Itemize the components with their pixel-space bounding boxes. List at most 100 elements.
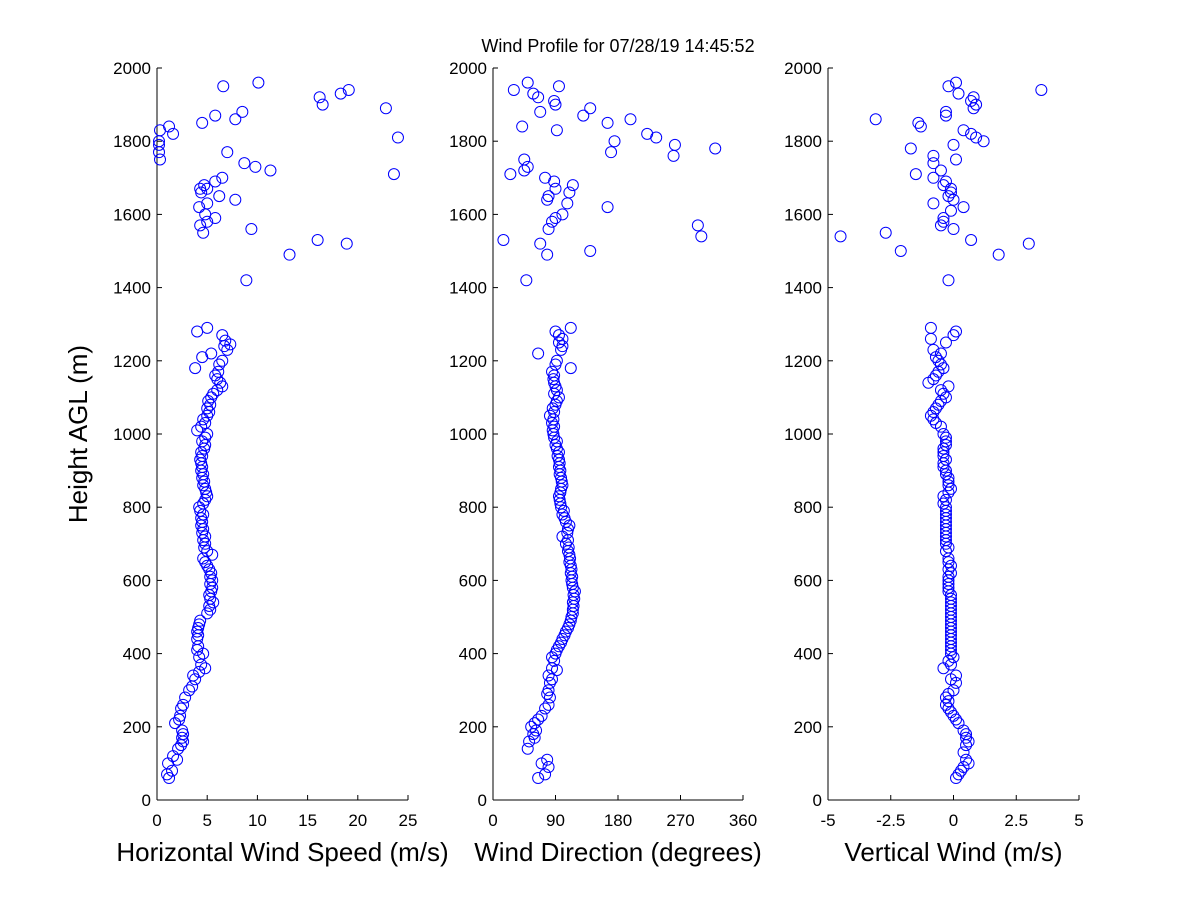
data-point: [927, 197, 940, 210]
data-point: [939, 508, 952, 521]
data-point: [191, 424, 204, 437]
data-point: [201, 215, 214, 228]
data-point: [547, 373, 560, 386]
data-point: [879, 226, 892, 239]
data-point: [521, 742, 534, 755]
data-point: [532, 713, 545, 726]
data-point: [552, 336, 565, 349]
panel-horizontal-wind-speed: 0 200 400 600 800 1000 1200 1400 1600 1800 2000 0 5 1…: [63, 59, 449, 867]
data-point: [217, 80, 230, 93]
data-point: [542, 669, 555, 682]
data-point: [624, 113, 637, 126]
data-point: [557, 504, 570, 517]
data-point: [942, 578, 955, 591]
data-point: [546, 365, 559, 378]
data-point: [532, 772, 545, 785]
x-tick-label: 5: [1074, 811, 1083, 830]
data-point: [189, 362, 202, 375]
data-point: [245, 223, 258, 236]
x-axis-label: Horizontal Wind Speed (m/s): [116, 837, 448, 867]
data-point: [504, 168, 517, 181]
data-point: [960, 753, 973, 766]
data-point: [556, 479, 569, 492]
data-point: [216, 329, 229, 342]
data-point: [894, 245, 907, 257]
data-point: [209, 369, 222, 382]
data-point: [577, 109, 590, 122]
data-point: [539, 702, 552, 715]
data-point: [252, 76, 265, 89]
data-point: [563, 186, 576, 199]
data-point: [541, 753, 554, 766]
y-tick-label: 1400: [113, 279, 151, 298]
data-point: [932, 354, 945, 367]
data-point: [201, 402, 214, 415]
y-tick-label: 0: [813, 791, 822, 810]
data-point: [992, 248, 1005, 261]
data-point: [311, 234, 324, 247]
y-tick-label: 600: [459, 571, 487, 590]
data-point: [201, 321, 214, 334]
data-point: [516, 120, 529, 133]
data-point: [944, 592, 957, 605]
data-point: [229, 193, 242, 206]
y-tick-label: 800: [459, 498, 487, 517]
data-point: [183, 684, 196, 697]
data-point: [962, 757, 975, 770]
y-tick-label: 1400: [449, 279, 487, 298]
data-point: [977, 135, 990, 148]
data-point: [937, 446, 950, 459]
data-point: [213, 190, 226, 203]
data-point: [914, 120, 927, 133]
data-point: [549, 212, 562, 225]
data-point: [542, 223, 555, 236]
data-point: [965, 234, 978, 247]
x-axis-label: Vertical Wind (m/s): [844, 837, 1062, 867]
data-point: [939, 105, 952, 118]
data-point: [550, 664, 563, 677]
x-tick-label: 10: [248, 811, 267, 830]
data-point: [229, 113, 242, 126]
data-point: [391, 131, 404, 144]
data-point: [942, 695, 955, 708]
data-point: [947, 684, 960, 697]
data-point: [520, 274, 533, 287]
data-point: [264, 164, 277, 177]
data-point: [154, 153, 167, 166]
x-tick-label: 15: [298, 811, 317, 830]
data-point: [950, 669, 963, 682]
data-point: [546, 215, 559, 228]
data-point: [937, 497, 950, 510]
data-point: [939, 691, 952, 704]
x-tick-label: 25: [399, 811, 418, 830]
data-point: [342, 83, 355, 96]
data-point: [834, 230, 847, 243]
data-point: [957, 201, 970, 214]
data-point: [937, 179, 950, 192]
data-point: [927, 343, 940, 356]
data-point: [869, 113, 882, 126]
data-point: [174, 709, 187, 722]
data-point: [942, 475, 955, 488]
data-point: [962, 735, 975, 748]
y-tick-label: 1200: [113, 352, 151, 371]
data-point: [543, 409, 556, 422]
data-point: [199, 530, 212, 543]
y-axis-label: Height AGL (m): [63, 345, 93, 523]
data-point: [942, 541, 955, 554]
data-point: [564, 362, 577, 375]
data-point: [957, 746, 970, 759]
data-point: [695, 230, 708, 243]
data-point: [932, 398, 945, 411]
data-point: [939, 435, 952, 448]
data-point: [550, 124, 563, 137]
x-tick-label: 20: [348, 811, 367, 830]
data-point: [195, 420, 208, 433]
data-point: [550, 354, 563, 367]
data-point: [283, 248, 296, 261]
data-point: [197, 413, 210, 426]
data-point: [562, 541, 575, 554]
data-point: [221, 343, 234, 356]
data-point: [937, 212, 950, 225]
data-point: [944, 559, 957, 572]
